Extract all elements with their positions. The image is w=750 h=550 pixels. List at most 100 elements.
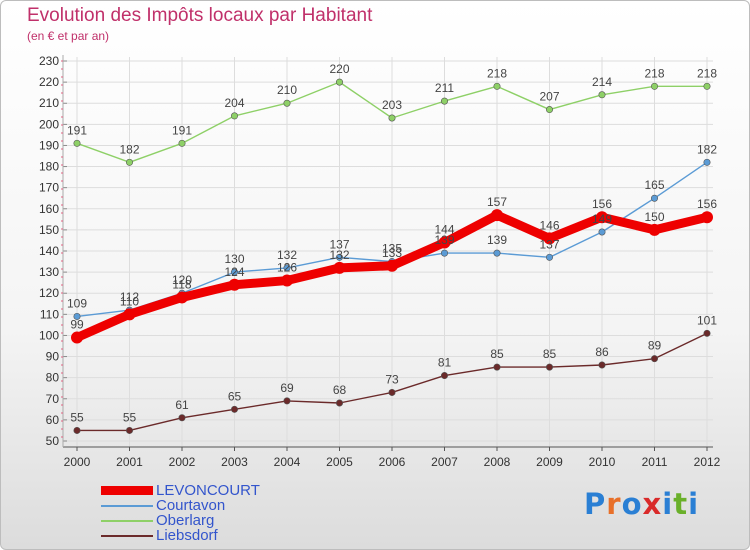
data-point-liebsdorf [440,372,448,380]
logo-letter: r [606,487,622,521]
data-label-liebsdorf: 68 [333,383,347,397]
logo-letter: t [673,487,689,521]
data-point-courtavon [650,194,658,202]
data-label-liebsdorf: 61 [175,398,189,412]
data-point-levoncourt [701,211,713,224]
data-label-courtavon: 135 [382,242,402,256]
data-label-oberlarg: 203 [382,98,402,112]
logo-letter: i [688,487,700,521]
data-point-liebsdorf [598,361,606,369]
logo-letter: x [642,487,663,521]
data-label-oberlarg: 218 [487,66,507,80]
data-label-courtavon: 149 [592,212,612,226]
data-label-courtavon: 137 [539,237,559,251]
data-label-liebsdorf: 85 [490,347,504,361]
y-tick-label: 210 [39,96,59,110]
chart-subtitle: (en € et par an) [27,29,110,43]
data-point-oberlarg [126,158,134,166]
proxiti-logo: Proxiti [584,487,699,521]
legend-swatch-levoncourt [101,486,153,495]
data-point-oberlarg [650,82,658,90]
data-label-levoncourt: 156 [697,197,717,211]
data-point-oberlarg [231,112,239,120]
data-label-levoncourt: 99 [70,318,84,332]
y-tick-label: 90 [46,350,60,364]
x-tick-label: 2002 [169,455,196,469]
legend-label-oberlarg: Oberlarg [156,512,215,529]
data-label-oberlarg: 207 [539,90,559,104]
data-point-levoncourt [333,261,346,274]
x-tick-label: 2007 [431,455,458,469]
data-point-liebsdorf [493,363,501,371]
logo-letter: P [584,487,607,521]
data-point-oberlarg [493,82,501,90]
data-point-courtavon [703,158,711,166]
data-label-oberlarg: 191 [172,123,192,137]
data-label-courtavon: 120 [172,273,192,287]
y-tick-label: 180 [39,160,59,174]
data-point-levoncourt [543,232,556,245]
data-point-oberlarg [703,82,711,90]
legend-swatch-oberlarg [101,520,153,522]
y-tick-label: 80 [46,371,60,385]
data-point-levoncourt [228,278,241,291]
logo-letter: i [662,487,674,521]
data-label-levoncourt: 146 [539,218,559,232]
data-point-courtavon [545,253,553,261]
data-label-liebsdorf: 55 [70,410,84,424]
data-point-liebsdorf [388,388,396,396]
data-label-levoncourt: 124 [224,265,244,279]
y-tick-label: 120 [39,286,59,300]
data-point-levoncourt [281,274,293,287]
data-point-oberlarg [335,78,343,86]
data-label-liebsdorf: 55 [123,410,137,424]
y-tick-label: 190 [39,138,59,152]
data-label-courtavon: 137 [329,237,349,251]
data-label-oberlarg: 218 [697,66,717,80]
y-tick-label: 140 [39,244,59,258]
data-point-levoncourt [491,209,503,222]
y-tick-label: 50 [46,434,60,448]
data-point-liebsdorf [703,329,711,337]
data-point-liebsdorf [126,426,134,434]
data-label-oberlarg: 211 [435,81,454,95]
data-point-liebsdorf [650,355,658,363]
data-label-oberlarg: 182 [119,142,139,156]
data-point-courtavon [598,228,606,236]
data-label-liebsdorf: 89 [648,339,662,353]
data-point-levoncourt [71,331,83,344]
x-tick-label: 2005 [326,455,353,469]
data-label-oberlarg: 218 [644,66,664,80]
data-point-levoncourt [596,211,608,224]
data-point-courtavon [283,264,291,272]
x-tick-label: 2006 [379,455,406,469]
data-point-courtavon [335,253,343,261]
y-tick-label: 200 [39,117,59,131]
data-point-levoncourt [123,308,136,321]
data-point-oberlarg [178,139,186,147]
data-point-levoncourt [386,259,398,272]
legend-label-levoncourt: LEVONCOURT [156,482,260,499]
data-point-liebsdorf [283,397,291,405]
data-point-oberlarg [73,139,81,147]
data-point-liebsdorf [178,414,186,422]
y-tick-label: 60 [46,413,60,427]
x-tick-label: 2008 [484,455,511,469]
x-tick-label: 2010 [589,455,616,469]
data-point-liebsdorf [335,399,343,407]
data-label-levoncourt: 133 [382,246,402,260]
data-label-levoncourt: 150 [644,210,664,224]
data-label-levoncourt: 156 [592,197,612,211]
data-label-levoncourt: 157 [487,195,507,209]
data-label-liebsdorf: 73 [385,372,399,386]
legend-swatch-liebsdorf [101,535,153,537]
data-label-courtavon: 130 [224,252,244,266]
y-tick-label: 70 [46,392,60,406]
x-tick-label: 2009 [536,455,563,469]
x-tick-label: 2012 [694,455,721,469]
y-tick-label: 160 [39,202,59,216]
data-point-courtavon [231,268,239,276]
y-tick-label: 230 [39,54,59,68]
